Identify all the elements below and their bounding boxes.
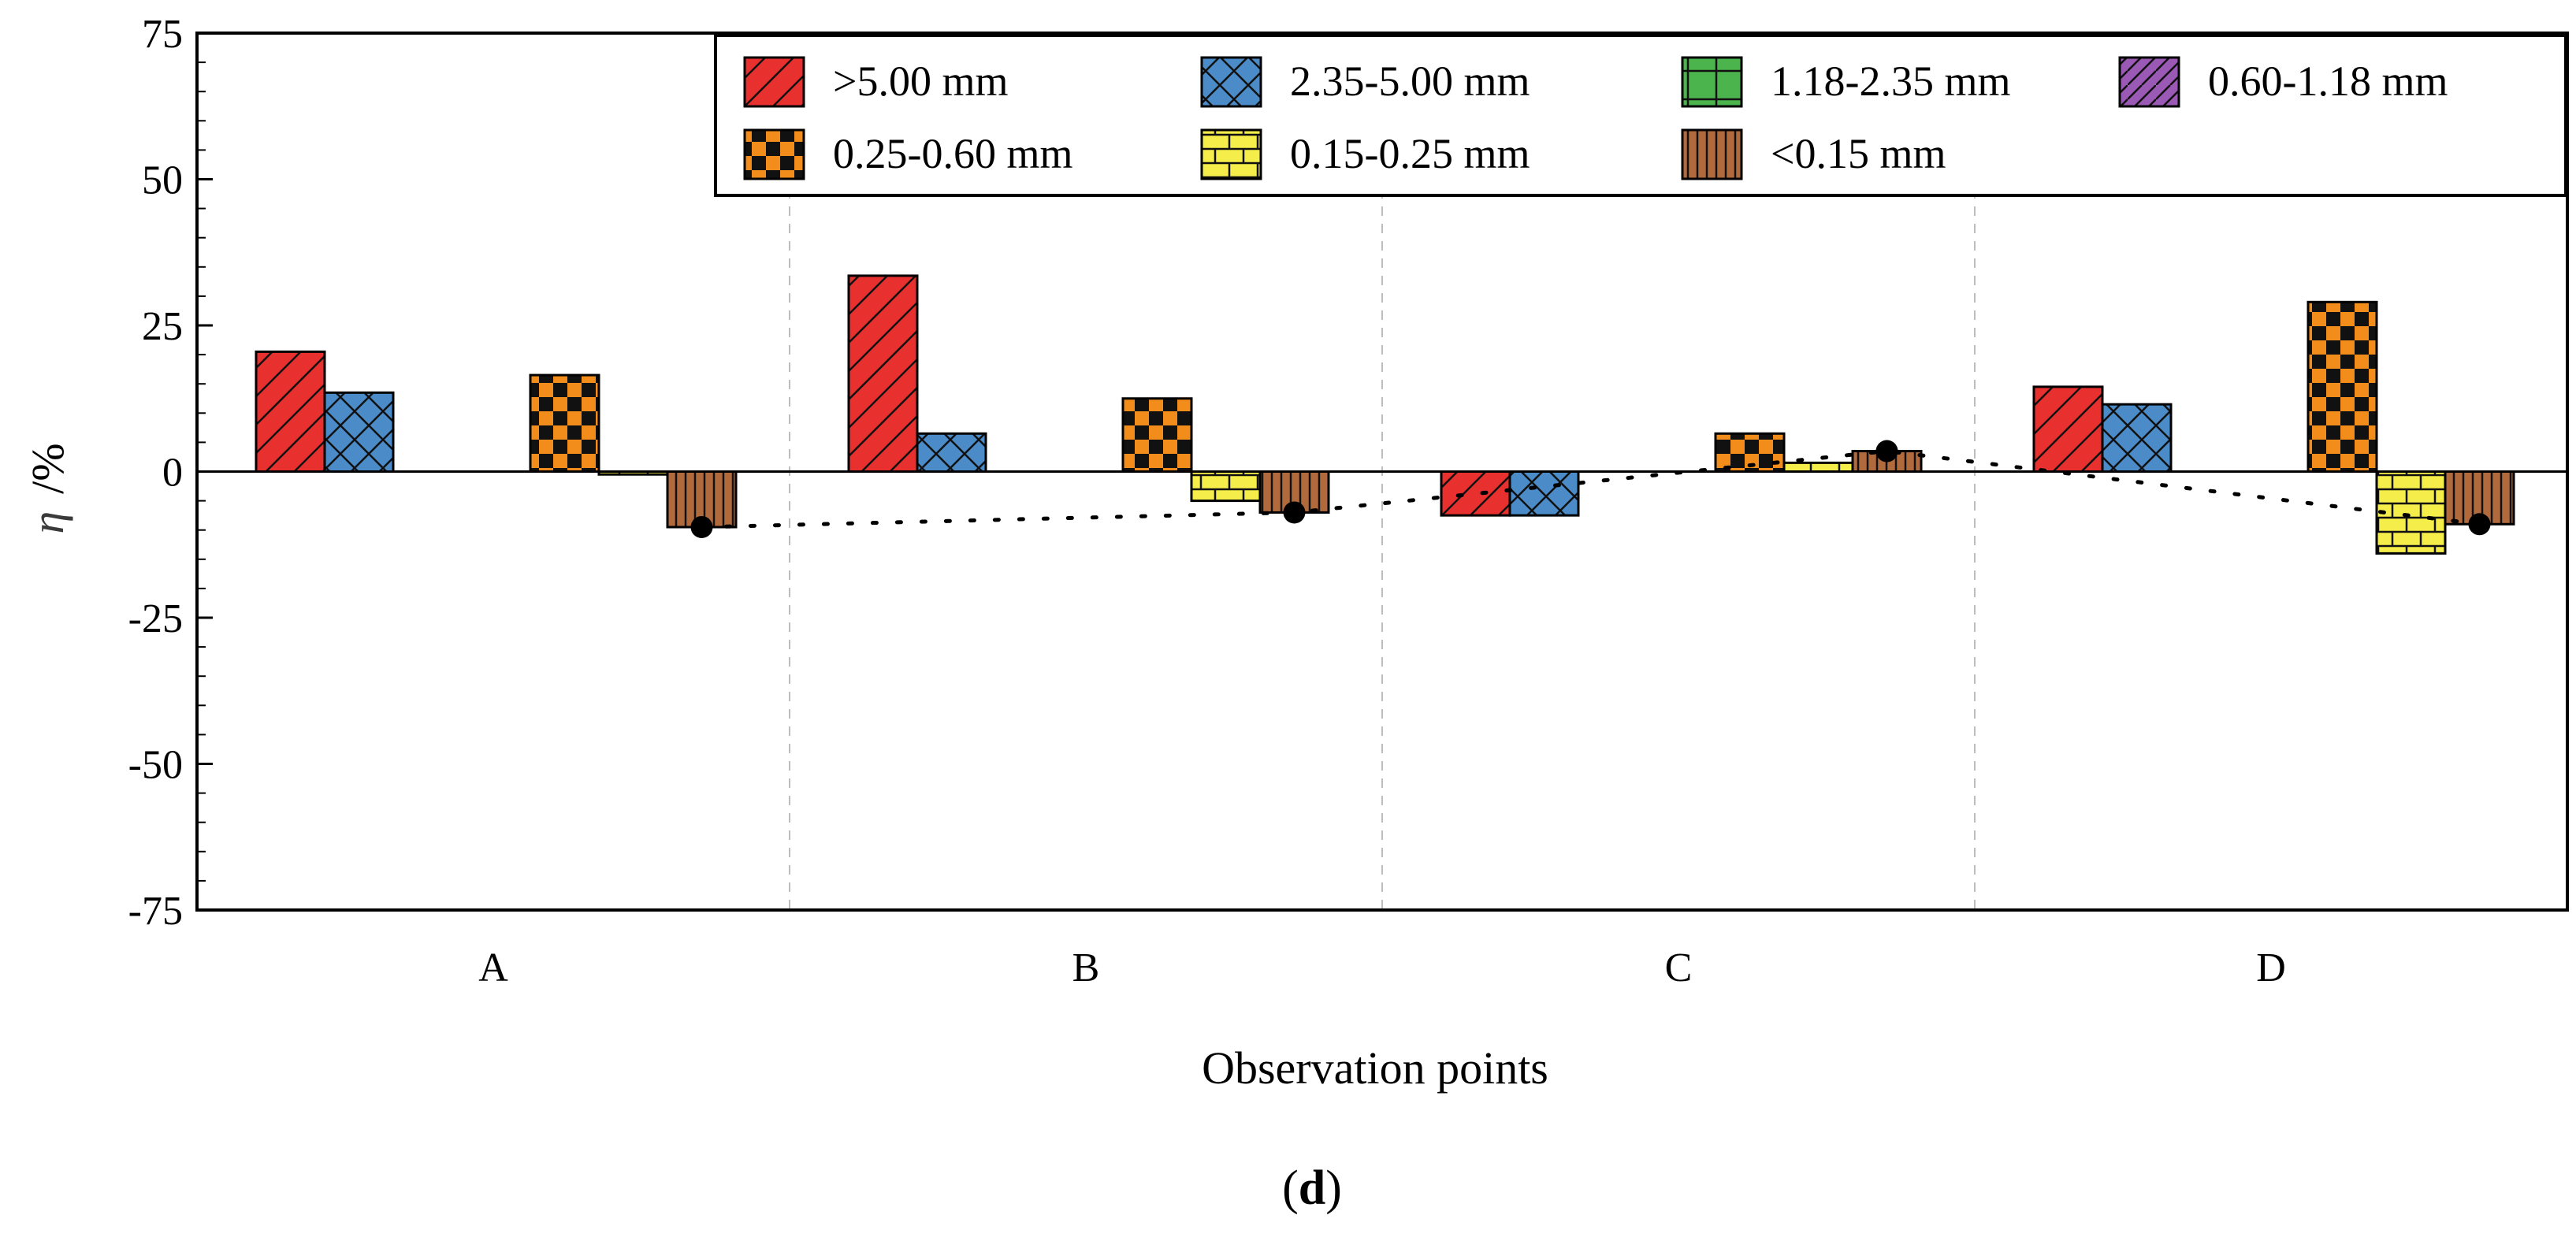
y-axis-title: η /% [22, 443, 73, 533]
bar-C-5 [1782, 461, 1854, 473]
bar-A-0 [255, 350, 326, 474]
y-axis-unit: /% [22, 443, 73, 493]
bar-D-4 [2307, 300, 2378, 473]
legend-swatch [743, 128, 805, 180]
bar-B-5 [1190, 470, 1262, 503]
legend-label: 1.18-2.35 mm [1771, 58, 2011, 105]
legend-label: 0.60-1.18 mm [2208, 58, 2448, 105]
panel-label-letter: d [1299, 1161, 1325, 1215]
panel-label: (d) [1282, 1161, 1342, 1215]
bar-D-1 [2101, 403, 2173, 473]
legend-label: 2.35-5.00 mm [1290, 58, 1530, 105]
bar-C-0 [1440, 470, 1511, 517]
ticks: 75 50 25 0 -25 -50 -75 A B C D [128, 12, 2286, 990]
legend: >5.00 mm 2.35-5.00 mm 1.18-2.35 mm 0.60-1.1… [714, 34, 2567, 197]
y-tick-label: 25 [142, 304, 183, 349]
trend-marker-B [1283, 501, 1306, 524]
legend-swatch [1200, 128, 1262, 180]
bar-D-0 [2032, 385, 2104, 473]
bar-A-1 [323, 391, 395, 473]
y-tick-label: 0 [162, 451, 183, 496]
legend-swatch [1200, 56, 1262, 108]
y-tick-label: 75 [142, 12, 183, 57]
legend-label: <0.15 mm [1771, 130, 1946, 177]
legend-swatch [2118, 56, 2180, 108]
legend-label: 0.15-0.25 mm [1290, 130, 1530, 177]
trend-line-path [700, 449, 2481, 529]
trend-marker-D [2468, 513, 2491, 536]
bar-D-5 [2375, 470, 2447, 555]
legend-box [714, 34, 2567, 197]
y-tick-label: -50 [128, 743, 183, 788]
legend-swatch [1681, 128, 1743, 180]
x-tick-label-A: A [478, 945, 508, 990]
legend-label: >5.00 mm [833, 58, 1008, 105]
bar-B-1 [916, 432, 987, 474]
x-tick-label-B: B [1072, 945, 1100, 990]
x-tick-label-D: D [2256, 945, 2286, 990]
y-tick-label: -75 [128, 889, 183, 934]
bar-C-1 [1508, 470, 1580, 517]
trend-line [690, 440, 2491, 538]
bar-B-0 [847, 274, 919, 473]
x-tick-label-C: C [1665, 945, 1693, 990]
bar-B-4 [1121, 397, 1193, 473]
trend-marker-A [690, 515, 713, 538]
y-tick-label: 50 [142, 158, 183, 203]
y-axis-symbol: η [22, 511, 73, 534]
bar-A-4 [529, 373, 600, 474]
bars [255, 274, 2515, 555]
x-axis-title: Observation points [1202, 1042, 1548, 1094]
y-tick-label: -25 [128, 596, 183, 641]
legend-swatch [1681, 56, 1743, 108]
trend-marker-C [1875, 440, 1898, 462]
legend-swatch [743, 56, 805, 108]
legend-label: 0.25-0.60 mm [833, 130, 1073, 177]
